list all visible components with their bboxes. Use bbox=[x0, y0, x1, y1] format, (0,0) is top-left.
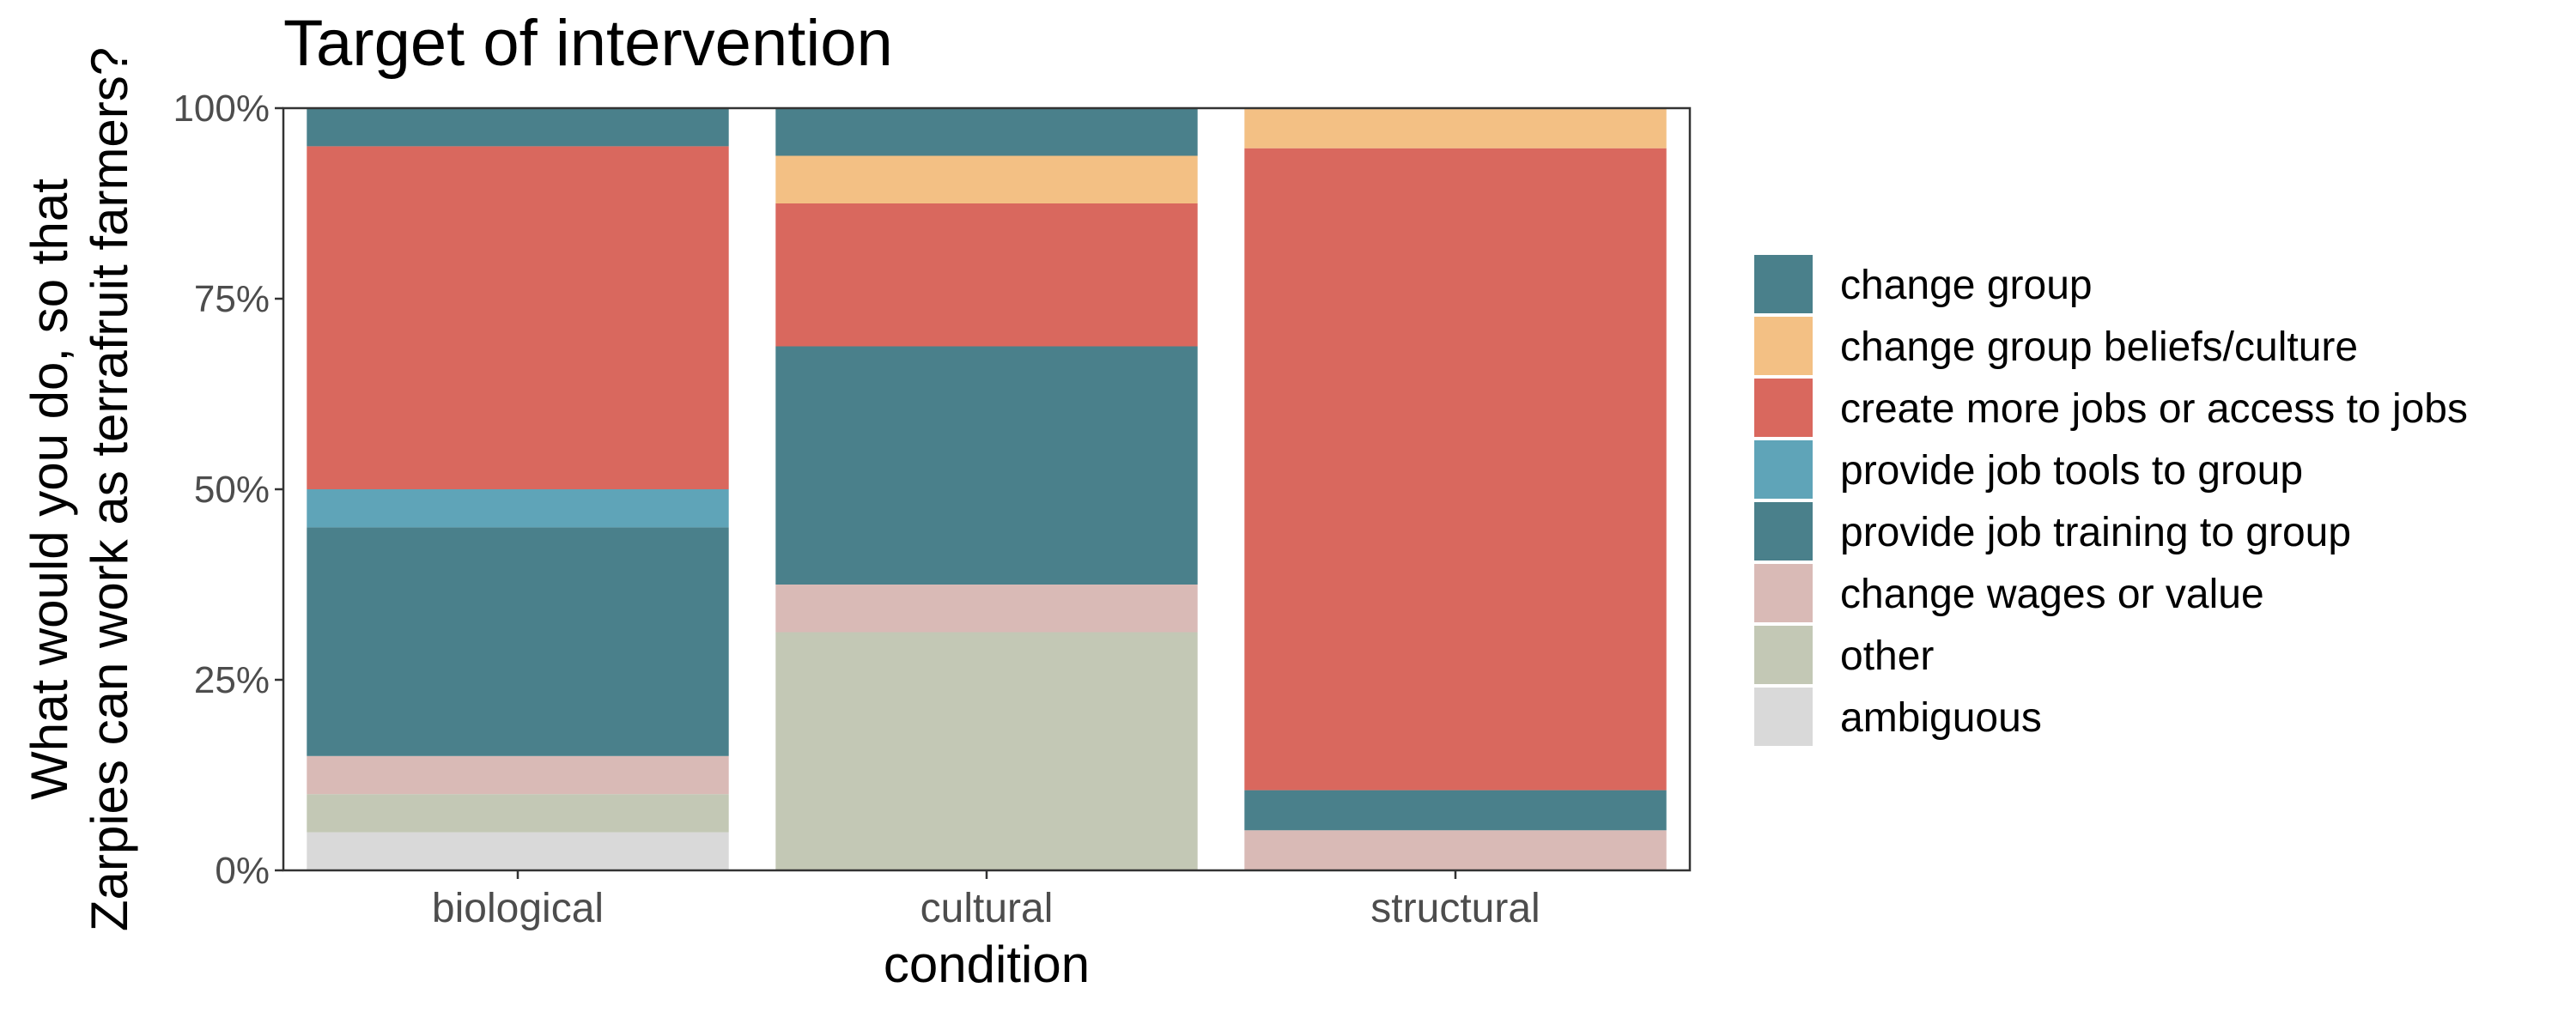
legend-label-change-group: change group bbox=[1840, 263, 2093, 308]
bar-segment-cultural-provide-job-training-to-group bbox=[775, 346, 1198, 585]
bar-segment-structural-change-wages-or-value bbox=[1244, 830, 1667, 870]
y-tick-label: 100% bbox=[173, 88, 270, 130]
y-axis: 0% 25% 50% 75% 100% bbox=[173, 88, 283, 892]
bar-segment-cultural-other bbox=[775, 632, 1198, 870]
x-axis: biological cultural structural bbox=[432, 870, 1540, 931]
x-axis-label: condition bbox=[884, 936, 1090, 993]
x-tick-label-structural: structural bbox=[1370, 886, 1540, 931]
legend-label-change-group-beliefs-culture: change group beliefs/culture bbox=[1840, 324, 2358, 370]
y-tick-label: 25% bbox=[194, 659, 270, 701]
legend-label-other: other bbox=[1840, 633, 1934, 679]
bar-segment-structural-provide-job-training-to-group bbox=[1244, 790, 1667, 831]
legend-label-ambiguous: ambiguous bbox=[1840, 695, 2042, 741]
bar-segment-cultural-create-more-jobs-or-access-to-jobs bbox=[775, 203, 1198, 347]
chart-title: Target of intervention bbox=[283, 7, 893, 80]
bar-segment-cultural-change-group-beliefs-culture bbox=[775, 155, 1198, 203]
bar-segment-biological-other bbox=[307, 794, 729, 833]
legend-label-change-wages-or-value: change wages or value bbox=[1840, 572, 2264, 617]
y-tick-label: 0% bbox=[215, 850, 270, 892]
legend-key-ambiguous bbox=[1754, 688, 1813, 746]
bar-segment-biological-ambiguous bbox=[307, 832, 729, 870]
legend: change group change group beliefs/culture… bbox=[1754, 255, 2468, 746]
bar-segment-structural-create-more-jobs-or-access-to-jobs bbox=[1244, 148, 1667, 791]
y-tick-label: 50% bbox=[194, 469, 270, 511]
x-tick-label-cultural: cultural bbox=[920, 886, 1054, 931]
legend-label-create-more-jobs-or-access-to-jobs: create more jobs or access to jobs bbox=[1840, 386, 2468, 432]
bar-segment-biological-create-more-jobs-or-access-to-jobs bbox=[307, 146, 729, 489]
legend-key-change-group bbox=[1754, 255, 1813, 313]
y-tick-label: 75% bbox=[194, 278, 270, 320]
bars-layer bbox=[307, 108, 1667, 870]
legend-key-create-more-jobs-or-access-to-jobs bbox=[1754, 379, 1813, 437]
legend-key-other bbox=[1754, 626, 1813, 684]
bar-segment-cultural-change-group bbox=[775, 108, 1198, 156]
legend-key-change-group-beliefs-culture bbox=[1754, 317, 1813, 375]
bar-segment-biological-provide-job-tools-to-group bbox=[307, 489, 729, 528]
legend-label-provide-job-tools-to-group: provide job tools to group bbox=[1840, 448, 2303, 494]
bar-segment-biological-change-wages-or-value bbox=[307, 755, 729, 795]
bar-segment-biological-change-group bbox=[307, 108, 729, 147]
bar-segment-cultural-change-wages-or-value bbox=[775, 585, 1198, 633]
y-axis-label-line-1: What would you do, so that bbox=[21, 179, 78, 800]
y-axis-label: What would you do, so that Zarpies can w… bbox=[21, 47, 138, 931]
bar-segment-biological-provide-job-training-to-group bbox=[307, 527, 729, 756]
x-tick-label-biological: biological bbox=[432, 886, 604, 931]
bar-segment-structural-change-group-beliefs-culture bbox=[1244, 108, 1667, 148]
legend-key-change-wages-or-value bbox=[1754, 564, 1813, 622]
legend-label-provide-job-training-to-group: provide job training to group bbox=[1840, 510, 2351, 555]
y-axis-label-line-2: Zarpies can work as terrafruit farmers? bbox=[81, 47, 138, 931]
legend-key-provide-job-training-to-group bbox=[1754, 502, 1813, 561]
legend-key-provide-job-tools-to-group bbox=[1754, 440, 1813, 499]
